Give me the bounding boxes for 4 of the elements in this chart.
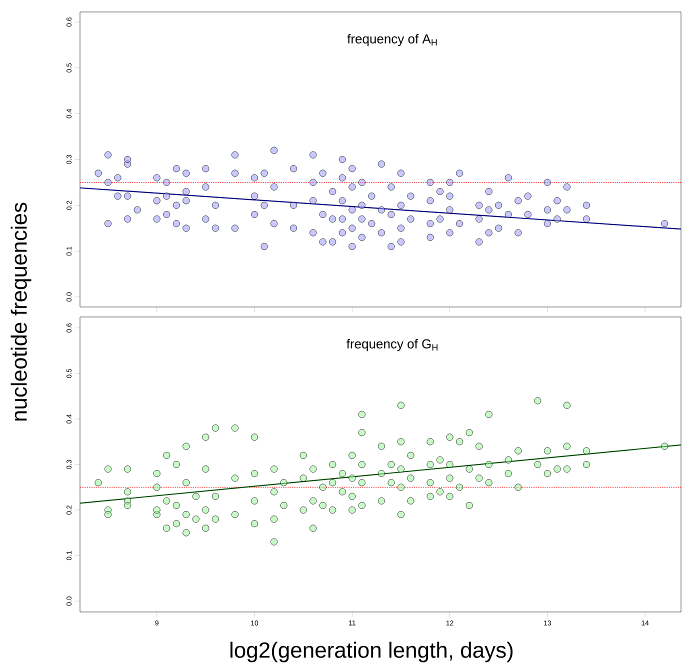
- x-axis-title: log2(generation length, days): [230, 642, 513, 662]
- text: frequency of G$_{H}$: [346, 338, 438, 352]
- y-axis-title: nucleotide frequencies: [10, 202, 32, 421]
- text: frequency of A$_{H}$: [347, 34, 437, 46]
